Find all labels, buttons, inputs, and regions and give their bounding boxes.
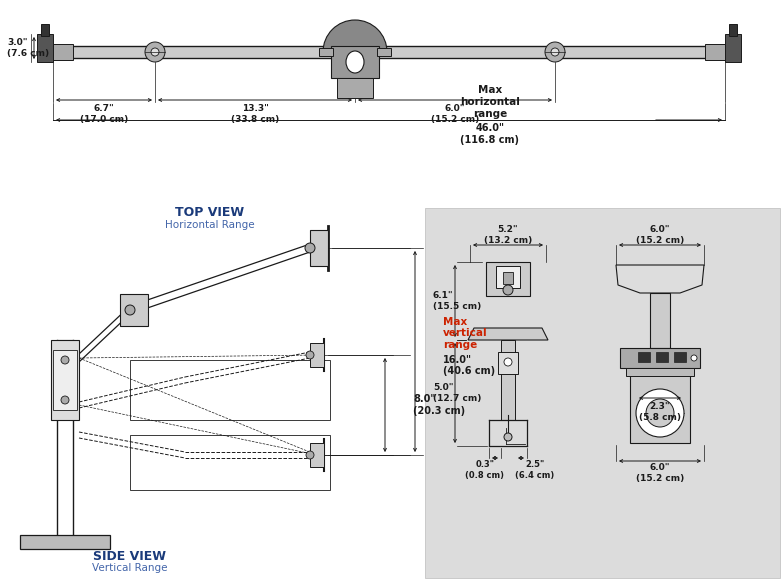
Bar xyxy=(130,435,330,490)
Bar xyxy=(52,46,722,58)
Text: 46.0"
(116.8 cm): 46.0" (116.8 cm) xyxy=(460,123,520,145)
Bar xyxy=(626,368,694,376)
Bar xyxy=(620,348,700,368)
Bar xyxy=(331,46,379,78)
Text: 6.7"
(17.0 cm): 6.7" (17.0 cm) xyxy=(80,104,128,123)
Text: TOP VIEW: TOP VIEW xyxy=(176,207,245,219)
Text: 6.0"
(15.2 cm): 6.0" (15.2 cm) xyxy=(431,104,479,123)
Text: 2.5"
(6.4 cm): 2.5" (6.4 cm) xyxy=(515,460,554,480)
Bar xyxy=(377,48,391,56)
Text: 3.0"
(7.6 cm): 3.0" (7.6 cm) xyxy=(7,38,49,58)
Circle shape xyxy=(61,396,69,404)
Text: SIDE VIEW: SIDE VIEW xyxy=(93,549,166,563)
Bar xyxy=(310,343,324,367)
Bar xyxy=(425,208,780,578)
Polygon shape xyxy=(468,328,548,340)
Bar xyxy=(53,350,77,410)
Bar xyxy=(501,340,515,420)
Circle shape xyxy=(545,42,565,62)
Bar xyxy=(705,44,725,60)
Bar xyxy=(319,48,333,56)
Text: Max
horizontal
range: Max horizontal range xyxy=(460,85,520,119)
Text: Vertical Range: Vertical Range xyxy=(93,563,168,573)
Text: 8.0"
(20.3 cm): 8.0" (20.3 cm) xyxy=(413,394,465,416)
Bar xyxy=(51,340,79,420)
Text: 2.3"
(5.8 cm): 2.3" (5.8 cm) xyxy=(639,402,681,422)
Circle shape xyxy=(151,48,159,56)
Circle shape xyxy=(551,48,559,56)
Text: 5.2"
(13.2 cm): 5.2" (13.2 cm) xyxy=(484,225,532,245)
Bar xyxy=(120,294,148,326)
Text: 6.1"
(15.5 cm): 6.1" (15.5 cm) xyxy=(433,291,481,311)
Bar xyxy=(725,34,741,62)
Circle shape xyxy=(306,451,314,459)
Bar xyxy=(37,34,53,62)
Bar xyxy=(729,24,737,36)
Text: Horizontal Range: Horizontal Range xyxy=(165,220,255,230)
Circle shape xyxy=(504,358,512,366)
Bar xyxy=(498,352,518,374)
Circle shape xyxy=(305,243,315,253)
Circle shape xyxy=(504,433,512,441)
Bar xyxy=(503,272,513,284)
Bar xyxy=(650,293,670,348)
Text: 16.0"
(40.6 cm): 16.0" (40.6 cm) xyxy=(443,355,495,376)
Bar xyxy=(496,266,520,288)
Circle shape xyxy=(691,355,697,361)
Bar xyxy=(20,535,110,549)
Text: 5.0"
(12.7 cm): 5.0" (12.7 cm) xyxy=(433,383,481,402)
Bar xyxy=(656,352,668,362)
Bar xyxy=(310,230,328,266)
Circle shape xyxy=(306,351,314,359)
Circle shape xyxy=(636,389,684,437)
Bar xyxy=(337,78,373,98)
Bar xyxy=(53,44,73,60)
Circle shape xyxy=(125,305,135,315)
Bar xyxy=(57,340,73,390)
Text: 6.0"
(15.2 cm): 6.0" (15.2 cm) xyxy=(636,225,684,245)
Bar xyxy=(486,262,530,296)
Circle shape xyxy=(145,42,165,62)
Bar xyxy=(674,352,686,362)
Circle shape xyxy=(61,356,69,364)
Text: 0.3"
(0.8 cm): 0.3" (0.8 cm) xyxy=(466,460,504,480)
Wedge shape xyxy=(323,20,387,52)
Ellipse shape xyxy=(346,51,364,73)
Circle shape xyxy=(646,399,674,427)
Text: Max
vertical
range: Max vertical range xyxy=(443,317,488,350)
Bar xyxy=(638,352,650,362)
Text: 13.3"
(33.8 cm): 13.3" (33.8 cm) xyxy=(230,104,279,123)
Polygon shape xyxy=(616,265,704,293)
Bar xyxy=(310,443,324,467)
Bar xyxy=(630,368,690,443)
Circle shape xyxy=(503,285,513,295)
Bar xyxy=(41,24,49,36)
Text: 6.0"
(15.2 cm): 6.0" (15.2 cm) xyxy=(636,463,684,483)
Bar xyxy=(130,360,330,420)
